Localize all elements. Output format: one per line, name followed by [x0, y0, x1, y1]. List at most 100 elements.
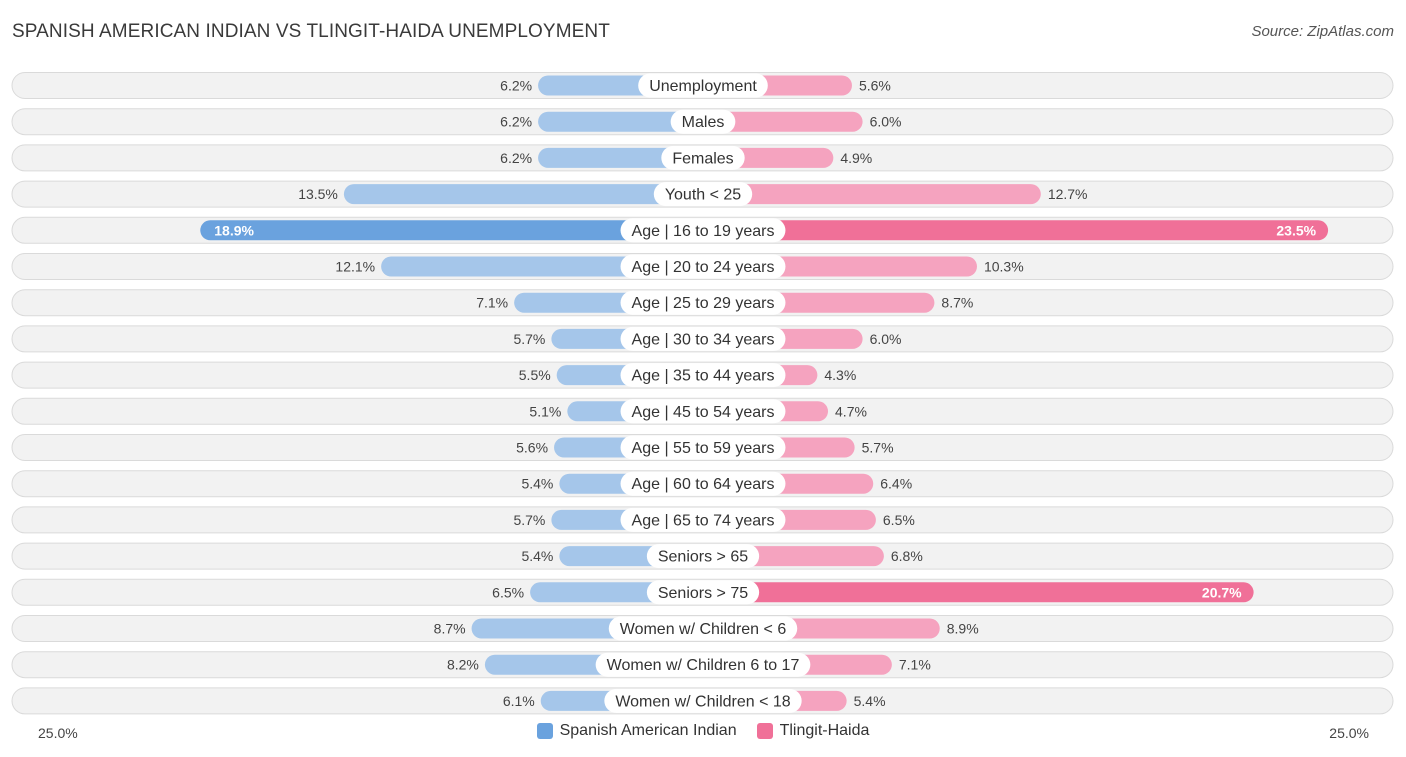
- category-label: Age | 35 to 44 years: [632, 368, 775, 385]
- category-label: Age | 65 to 74 years: [632, 512, 775, 529]
- category-label: Unemployment: [649, 78, 757, 95]
- chart-legend: Spanish American Indian Tlingit-Haida: [0, 722, 1406, 740]
- row-age-35-to-44-years: 5.5% 4.3% Age | 35 to 44 years: [11, 361, 1394, 389]
- bar-tlingit-haida: [703, 111, 863, 132]
- row-women-w-children-6-to-17: 8.2% 7.1% Women w/ Children 6 to 17: [11, 651, 1394, 679]
- bar-tlingit-haida: [703, 220, 1329, 241]
- value-label-tlingit-haida: 6.4%: [880, 476, 912, 492]
- value-label-tlingit-haida: 6.0%: [870, 114, 902, 130]
- value-label-spanish-american-indian: 5.5%: [519, 367, 551, 383]
- category-pill: [638, 73, 768, 98]
- category-pill: [670, 109, 736, 134]
- value-label-tlingit-haida: 20.7%: [1202, 584, 1242, 600]
- category-label: Seniors > 75: [658, 585, 748, 602]
- category-pill: [620, 399, 786, 424]
- value-label-spanish-american-indian: 6.1%: [503, 693, 535, 709]
- value-label-spanish-american-indian: 8.2%: [447, 657, 479, 673]
- row-age-45-to-54-years: 5.1% 4.7% Age | 45 to 54 years: [11, 397, 1394, 425]
- category-label: Males: [682, 114, 725, 131]
- category-label: Age | 20 to 24 years: [632, 259, 775, 276]
- value-label-tlingit-haida: 4.7%: [835, 403, 867, 419]
- bar-spanish-american-indian: [200, 220, 703, 241]
- row-women-w-children-6: 8.7% 8.9% Women w/ Children < 6: [11, 615, 1394, 642]
- value-label-tlingit-haida: 6.8%: [891, 548, 923, 564]
- category-pill: [620, 435, 786, 460]
- category-pill: [646, 544, 760, 569]
- row-age-60-to-64-years: 5.4% 6.4% Age | 60 to 64 years: [11, 470, 1394, 498]
- category-pill: [661, 145, 745, 170]
- value-label-spanish-american-indian: 18.9%: [214, 222, 254, 238]
- value-label-tlingit-haida: 7.1%: [899, 657, 931, 673]
- row-youth-25: 13.5% 12.7% Youth < 25: [11, 180, 1394, 208]
- value-label-spanish-american-indian: 13.5%: [298, 186, 338, 202]
- category-pill: [646, 580, 760, 605]
- value-label-spanish-american-indian: 5.7%: [513, 331, 545, 347]
- chart-source: Source: ZipAtlas.com: [1251, 23, 1394, 40]
- bar-tlingit-haida: [703, 582, 1254, 603]
- value-label-tlingit-haida: 10.3%: [984, 259, 1024, 275]
- category-pill: [620, 254, 786, 279]
- category-pill: [620, 218, 786, 243]
- value-label-spanish-american-indian: 6.2%: [500, 78, 532, 94]
- row-age-55-to-59-years: 5.6% 5.7% Age | 55 to 59 years: [11, 434, 1394, 461]
- value-label-spanish-american-indian: 8.7%: [434, 621, 466, 637]
- category-pill: [604, 688, 802, 713]
- bar-spanish-american-indian: [538, 147, 703, 168]
- category-label: Women w/ Children 6 to 17: [607, 657, 800, 674]
- category-label: Age | 25 to 29 years: [632, 295, 775, 312]
- bar-spanish-american-indian: [538, 111, 703, 132]
- category-pill: [620, 290, 786, 315]
- value-label-tlingit-haida: 5.7%: [862, 440, 894, 456]
- category-label: Women w/ Children < 6: [620, 621, 787, 638]
- category-label: Age | 30 to 34 years: [632, 331, 775, 348]
- row-age-20-to-24-years: 12.1% 10.3% Age | 20 to 24 years: [11, 253, 1394, 280]
- row-women-w-children-18: 6.1% 5.4% Women w/ Children < 18: [11, 687, 1394, 715]
- row-age-30-to-34-years: 5.7% 6.0% Age | 30 to 34 years: [11, 325, 1394, 353]
- axis-label-left: 25.0%: [38, 725, 78, 741]
- row-males: 6.2% 6.0% Males: [11, 108, 1394, 136]
- row-age-16-to-19-years: 18.9% 23.5% Age | 16 to 19 years: [11, 216, 1394, 244]
- value-label-spanish-american-indian: 5.1%: [529, 403, 561, 419]
- row-seniors-75: 6.5% 20.7% Seniors > 75: [11, 578, 1394, 606]
- value-label-tlingit-haida: 4.3%: [824, 367, 856, 383]
- value-label-tlingit-haida: 23.5%: [1276, 222, 1316, 238]
- category-pill: [620, 326, 786, 351]
- legend-swatch-spanish-american-indian: [536, 723, 553, 739]
- category-label: Youth < 25: [665, 187, 741, 204]
- category-label: Seniors > 65: [658, 549, 748, 566]
- category-label: Age | 45 to 54 years: [632, 404, 775, 421]
- value-label-tlingit-haida: 5.6%: [859, 78, 891, 94]
- bar-spanish-american-indian: [343, 184, 703, 205]
- category-label: Age | 55 to 59 years: [632, 440, 775, 457]
- bar-tlingit-haida: [703, 184, 1041, 205]
- value-label-spanish-american-indian: 7.1%: [476, 295, 508, 311]
- value-label-spanish-american-indian: 5.4%: [521, 548, 553, 564]
- value-label-spanish-american-indian: 5.6%: [516, 440, 548, 456]
- value-label-spanish-american-indian: 6.2%: [500, 150, 532, 166]
- value-label-tlingit-haida: 8.7%: [941, 295, 973, 311]
- legend-item-tlingit-haida: Tlingit-Haida: [756, 722, 870, 740]
- row-age-25-to-29-years: 7.1% 8.7% Age | 25 to 29 years: [11, 289, 1394, 317]
- value-label-tlingit-haida: 4.9%: [840, 150, 872, 166]
- value-label-spanish-american-indian: 6.5%: [492, 584, 524, 600]
- value-label-spanish-american-indian: 5.4%: [521, 476, 553, 492]
- value-label-tlingit-haida: 6.0%: [870, 331, 902, 347]
- row-seniors-65: 5.4% 6.8% Seniors > 65: [11, 542, 1394, 570]
- category-pill: [653, 182, 753, 207]
- legend-label-tlingit-haida: Tlingit-Haida: [779, 722, 870, 739]
- row-unemployment: 6.2% 5.6% Unemployment: [11, 72, 1394, 99]
- category-label: Females: [672, 150, 733, 167]
- legend-label-spanish-american-indian: Spanish American Indian: [559, 722, 737, 739]
- category-pill: [620, 471, 786, 496]
- value-label-tlingit-haida: 12.7%: [1048, 186, 1088, 202]
- value-label-tlingit-haida: 6.5%: [883, 512, 915, 528]
- category-pill: [595, 652, 811, 677]
- chart-title: SPANISH AMERICAN INDIAN VS TLINGIT-HAIDA…: [12, 21, 610, 42]
- category-pill: [608, 616, 798, 641]
- legend-item-spanish-american-indian: Spanish American Indian: [536, 722, 737, 740]
- category-label: Women w/ Children < 18: [615, 693, 790, 710]
- value-label-spanish-american-indian: 5.7%: [513, 512, 545, 528]
- value-label-tlingit-haida: 5.4%: [854, 693, 886, 709]
- value-label-spanish-american-indian: 6.2%: [500, 114, 532, 130]
